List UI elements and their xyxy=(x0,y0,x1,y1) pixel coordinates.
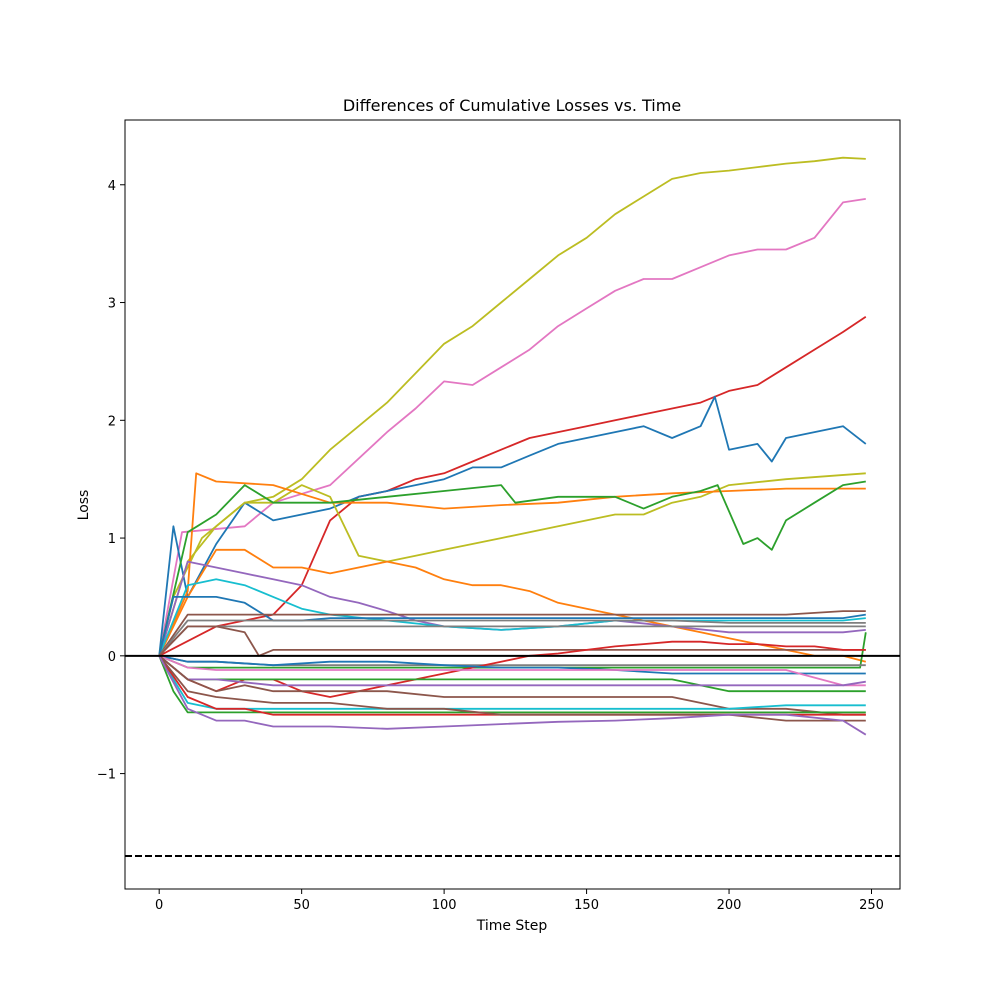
series-line-22 xyxy=(158,655,866,687)
series-line-19 xyxy=(159,654,866,675)
y-tick-label: 4 xyxy=(108,179,116,194)
x-tick-label: 150 xyxy=(574,898,599,913)
plot-frame xyxy=(124,119,901,890)
x-tick-label: 0 xyxy=(155,898,163,913)
y-axis-label: Loss xyxy=(76,490,92,521)
series-line-3 xyxy=(158,315,867,657)
x-tick-label: 200 xyxy=(717,898,742,913)
series-line-1 xyxy=(158,156,866,657)
series-line-27 xyxy=(158,655,866,722)
series-line-14 xyxy=(158,625,866,657)
y-tick-label: 3 xyxy=(108,297,116,312)
plot-area xyxy=(125,156,900,858)
series-line-5 xyxy=(158,472,866,657)
x-tick-label: 100 xyxy=(432,898,457,913)
x-tick-label: 250 xyxy=(859,898,884,913)
series-line-20 xyxy=(158,654,866,687)
series-line-11 xyxy=(158,596,866,657)
y-tick-label: 0 xyxy=(108,650,116,665)
series-line-2 xyxy=(158,198,866,656)
x-axis-label: Time Step xyxy=(476,918,548,934)
series-line-13 xyxy=(158,619,866,657)
series-line-23 xyxy=(158,655,866,716)
series-line-8 xyxy=(158,548,867,663)
chart-title: Differences of Cumulative Losses vs. Tim… xyxy=(343,96,681,115)
y-axis-ticks: −1 0 1 2 3 4 xyxy=(97,179,125,783)
series-line-15 xyxy=(158,625,866,657)
y-tick-label: −1 xyxy=(97,768,116,783)
series-line-4 xyxy=(158,395,867,656)
reference-lines xyxy=(125,654,900,858)
y-tick-label: 2 xyxy=(108,414,116,429)
series-line-21 xyxy=(158,655,866,693)
y-tick-label: 1 xyxy=(108,532,116,547)
series-line-28 xyxy=(158,655,867,736)
x-axis-ticks: 0 50 100 150 200 250 xyxy=(155,889,884,913)
series-line-6 xyxy=(158,472,866,657)
series-group xyxy=(158,156,867,736)
series-line-12 xyxy=(158,610,866,657)
series-line-7 xyxy=(158,480,866,657)
series-line-18 xyxy=(158,640,866,698)
x-tick-label: 50 xyxy=(293,898,310,913)
